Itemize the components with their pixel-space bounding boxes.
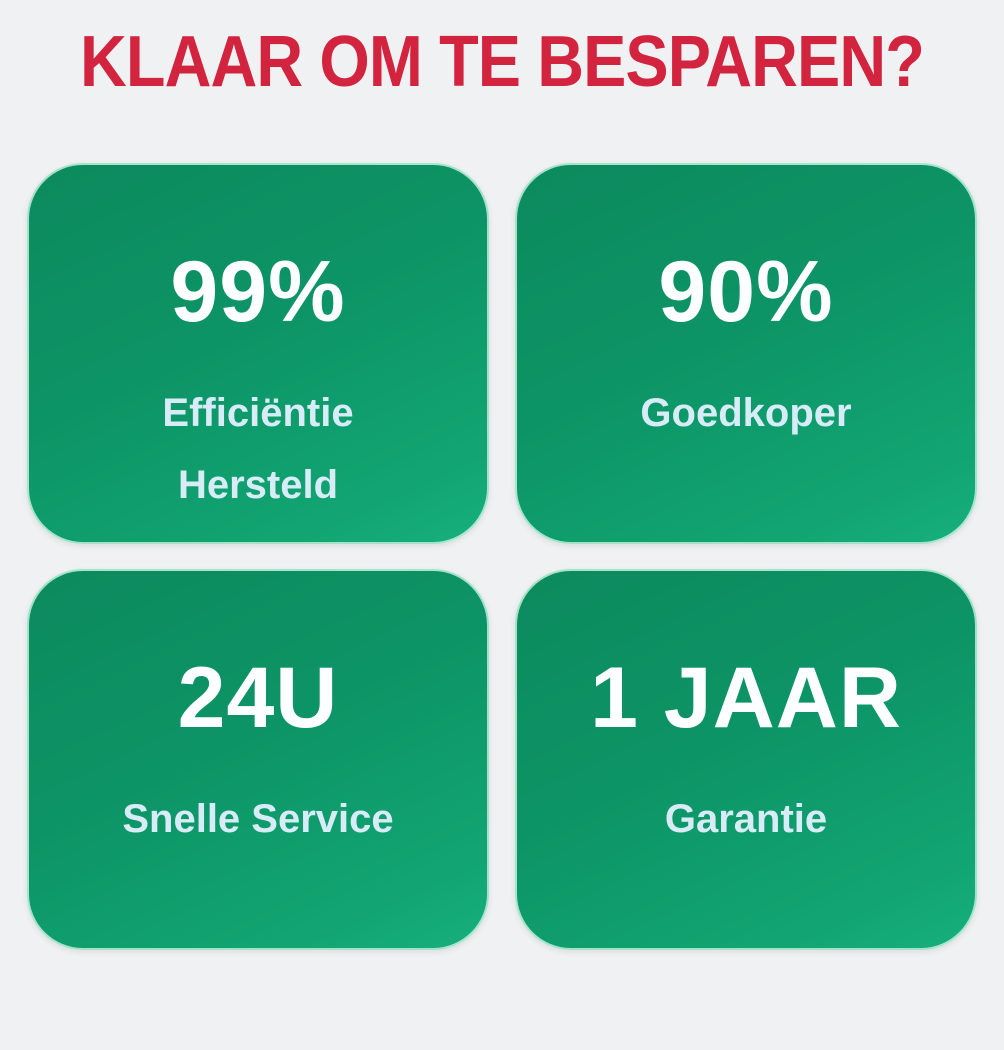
- stat-label-line: Garantie: [664, 797, 828, 841]
- stats-grid: 99% Efficiëntie Hersteld 90% Goedkoper 2…: [27, 163, 977, 950]
- stat-value: 90%: [658, 244, 834, 340]
- stat-card-efficiency: 99% Efficiëntie Hersteld: [27, 163, 489, 544]
- stat-label: Snelle Service: [122, 783, 393, 855]
- stat-label-line: Snelle Service: [122, 797, 394, 841]
- stat-label: Goedkoper: [640, 377, 851, 449]
- stat-label: Efficiëntie Hersteld: [162, 377, 353, 521]
- stat-value: 24U: [177, 650, 339, 746]
- stat-label-line: Hersteld: [177, 463, 339, 507]
- stat-value: 99%: [170, 244, 346, 340]
- stat-value: 1 JAAR: [590, 650, 902, 746]
- stat-label: Garantie: [665, 783, 827, 855]
- promo-poster: KLAAR OM TE BESPAREN? 99% Efficiëntie He…: [0, 26, 1004, 1050]
- stat-label-line: Efficiëntie: [162, 391, 354, 435]
- page-title: KLAAR OM TE BESPAREN?: [80, 22, 925, 102]
- stat-card-cheaper: 90% Goedkoper: [515, 163, 977, 544]
- stat-label-line: Goedkoper: [640, 391, 852, 435]
- stat-card-warranty: 1 JAAR Garantie: [515, 569, 977, 950]
- stat-card-service: 24U Snelle Service: [27, 569, 489, 950]
